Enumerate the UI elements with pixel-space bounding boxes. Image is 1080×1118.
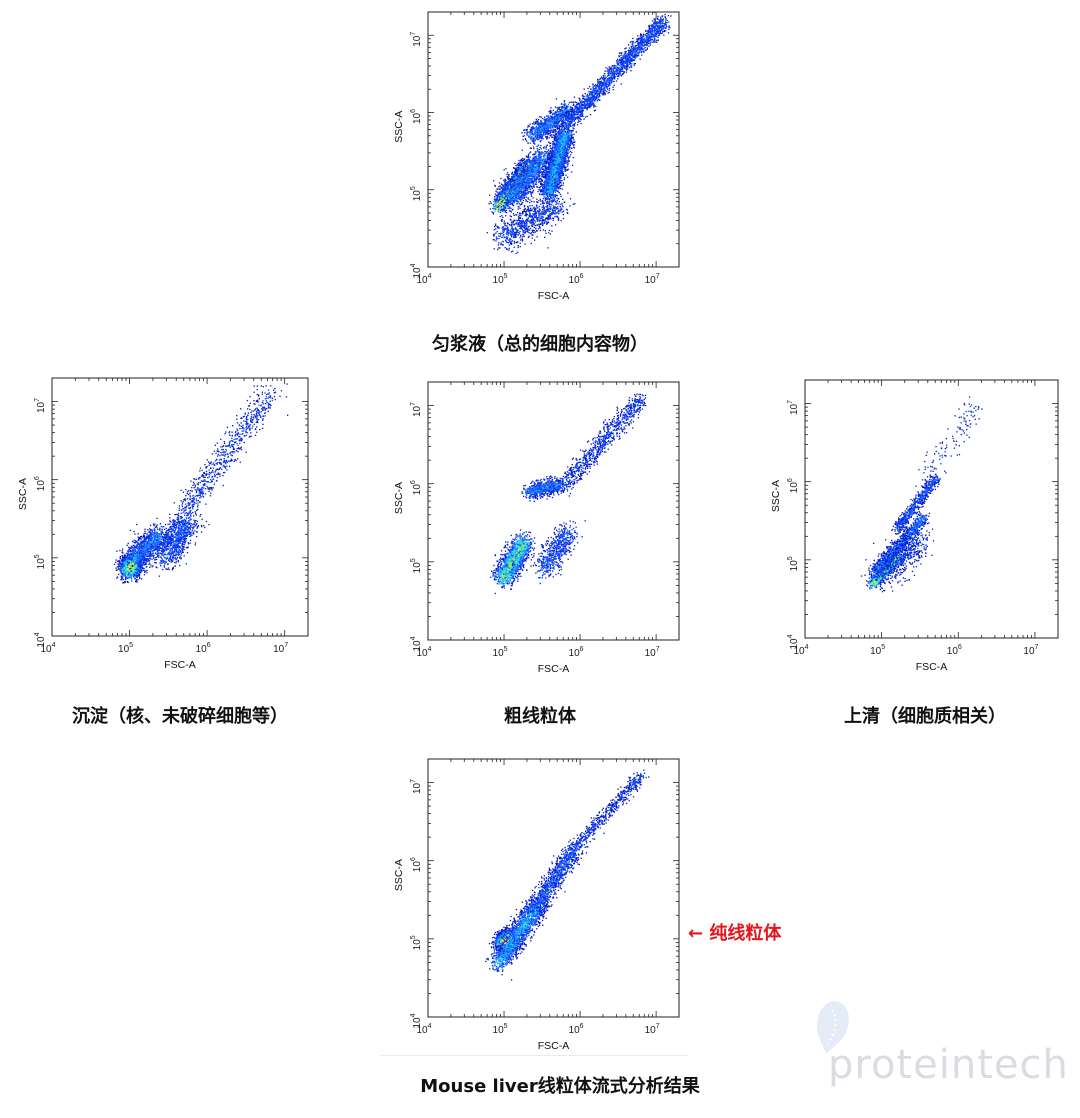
x-tick-label: 107 — [645, 646, 660, 659]
population-3 — [567, 769, 650, 850]
x-axis-label: FSC-A — [538, 1040, 570, 1052]
population-4 — [557, 12, 672, 133]
population-4 — [915, 396, 983, 487]
y-axis-label: SSC-A — [770, 480, 782, 512]
x-tick-label: 107 — [273, 642, 288, 655]
logo-text: proteintech — [828, 1042, 1069, 1088]
pure-mito-annotation: ← 纯线粒体 — [688, 919, 781, 945]
y-tick-label: 105 — [410, 186, 423, 201]
population-5 — [486, 190, 576, 255]
scatter-points — [486, 12, 672, 255]
y-tick-label: 105 — [410, 558, 423, 573]
population-3 — [172, 383, 289, 526]
y-axis-label: SSC-A — [393, 111, 405, 143]
population-3 — [521, 98, 579, 150]
proteintech-logo: proteintech ™ — [808, 1000, 1068, 1095]
x-tick-label: 106 — [196, 642, 211, 655]
caption-supernatant: 上清（细胞质相关） — [795, 702, 1055, 728]
x-tick-label: 105 — [493, 273, 508, 286]
x-tick-label: 105 — [493, 1023, 508, 1036]
x-tick-label: 107 — [1023, 644, 1038, 657]
y-tick-label: 104 — [787, 634, 800, 649]
panel-pellet: 104 105 106 107 104 105 106 107 FSC-A SSC-A — [5, 370, 315, 680]
caption-crude-mito: 粗线粒体 — [440, 702, 640, 728]
y-tick-label: 105 — [787, 556, 800, 571]
y-tick-label: 107 — [410, 402, 423, 417]
logo-trademark: ™ — [1044, 1048, 1053, 1058]
y-tick-label: 106 — [787, 478, 800, 493]
population-2 — [891, 473, 941, 535]
scatter-points — [113, 383, 289, 584]
x-axis-label: FSC-A — [916, 661, 948, 673]
y-tick-label: 104 — [410, 263, 423, 278]
y-tick-label: 107 — [34, 398, 47, 413]
population-1 — [116, 517, 177, 572]
population-3 — [554, 393, 647, 497]
axis-ticks — [427, 381, 680, 641]
y-tick-label: 104 — [34, 632, 47, 647]
x-tick-label: 105 — [870, 644, 885, 657]
scatter-points — [490, 393, 647, 595]
x-tick-label: 107 — [645, 1023, 660, 1036]
y-tick-label: 106 — [34, 476, 47, 491]
x-tick-label: 106 — [569, 646, 584, 659]
y-axis-label: SSC-A — [393, 482, 405, 514]
plot-frame — [51, 377, 309, 637]
x-tick-label: 106 — [569, 273, 584, 286]
axis-ticks — [804, 379, 1059, 639]
plot-frame — [427, 11, 680, 268]
x-axis-label: FSC-A — [164, 659, 196, 671]
plot-frame — [427, 381, 680, 641]
y-tick-label: 106 — [410, 480, 423, 495]
panel-pure-mito: 104 105 106 107 104 105 106 107 FSC-A SSC-A — [385, 750, 685, 1060]
panel-crude-mito: 104 105 106 107 104 105 106 107 FSC-A SSC-A — [385, 370, 685, 680]
axis-ticks — [427, 11, 680, 268]
y-tick-label: 105 — [34, 554, 47, 569]
panel-supernatant: 104 105 106 107 104 105 106 107 FSC-A SSC-A — [760, 370, 1070, 680]
y-tick-label: 104 — [410, 636, 423, 651]
axis-ticks — [51, 377, 309, 637]
population-0 — [490, 529, 536, 595]
plot-frame — [427, 758, 680, 1018]
y-tick-label: 105 — [410, 935, 423, 950]
y-tick-label: 107 — [410, 32, 423, 47]
scatter-points — [860, 396, 983, 593]
scatter-points — [485, 769, 650, 981]
population-2 — [526, 837, 589, 917]
logo-mark-icon — [816, 1001, 849, 1054]
y-tick-label: 107 — [410, 779, 423, 794]
population-2 — [526, 520, 586, 585]
panel-homogenate: 104 105 106 107 104 105 106 107 FSC-A SSC-A — [385, 0, 685, 310]
axis-ticks — [427, 758, 680, 1018]
y-axis-label: SSC-A — [17, 478, 29, 510]
x-tick-label: 105 — [118, 642, 133, 655]
population-1 — [485, 891, 553, 981]
x-tick-label: 105 — [493, 646, 508, 659]
x-axis-label: FSC-A — [538, 663, 570, 675]
x-axis-label: FSC-A — [538, 290, 570, 302]
population-3 — [860, 522, 935, 593]
caption-pure-mito: Mouse liver线粒体流式分析结果 — [360, 1072, 760, 1098]
y-tick-label: 106 — [410, 857, 423, 872]
y-tick-label: 106 — [410, 109, 423, 124]
plot-frame — [804, 379, 1059, 639]
population-2 — [149, 504, 210, 577]
y-axis-label: SSC-A — [393, 859, 405, 891]
divider — [380, 1055, 688, 1056]
y-tick-label: 107 — [787, 400, 800, 415]
x-tick-label: 107 — [645, 273, 660, 286]
x-tick-label: 106 — [569, 1023, 584, 1036]
population-2 — [537, 121, 577, 205]
x-tick-label: 106 — [947, 644, 962, 657]
caption-homogenate: 匀浆液（总的细胞内容物） — [380, 330, 700, 356]
population-1 — [521, 475, 568, 502]
caption-pellet: 沉淀（核、未破碎细胞等） — [30, 702, 330, 728]
y-tick-label: 104 — [410, 1013, 423, 1028]
